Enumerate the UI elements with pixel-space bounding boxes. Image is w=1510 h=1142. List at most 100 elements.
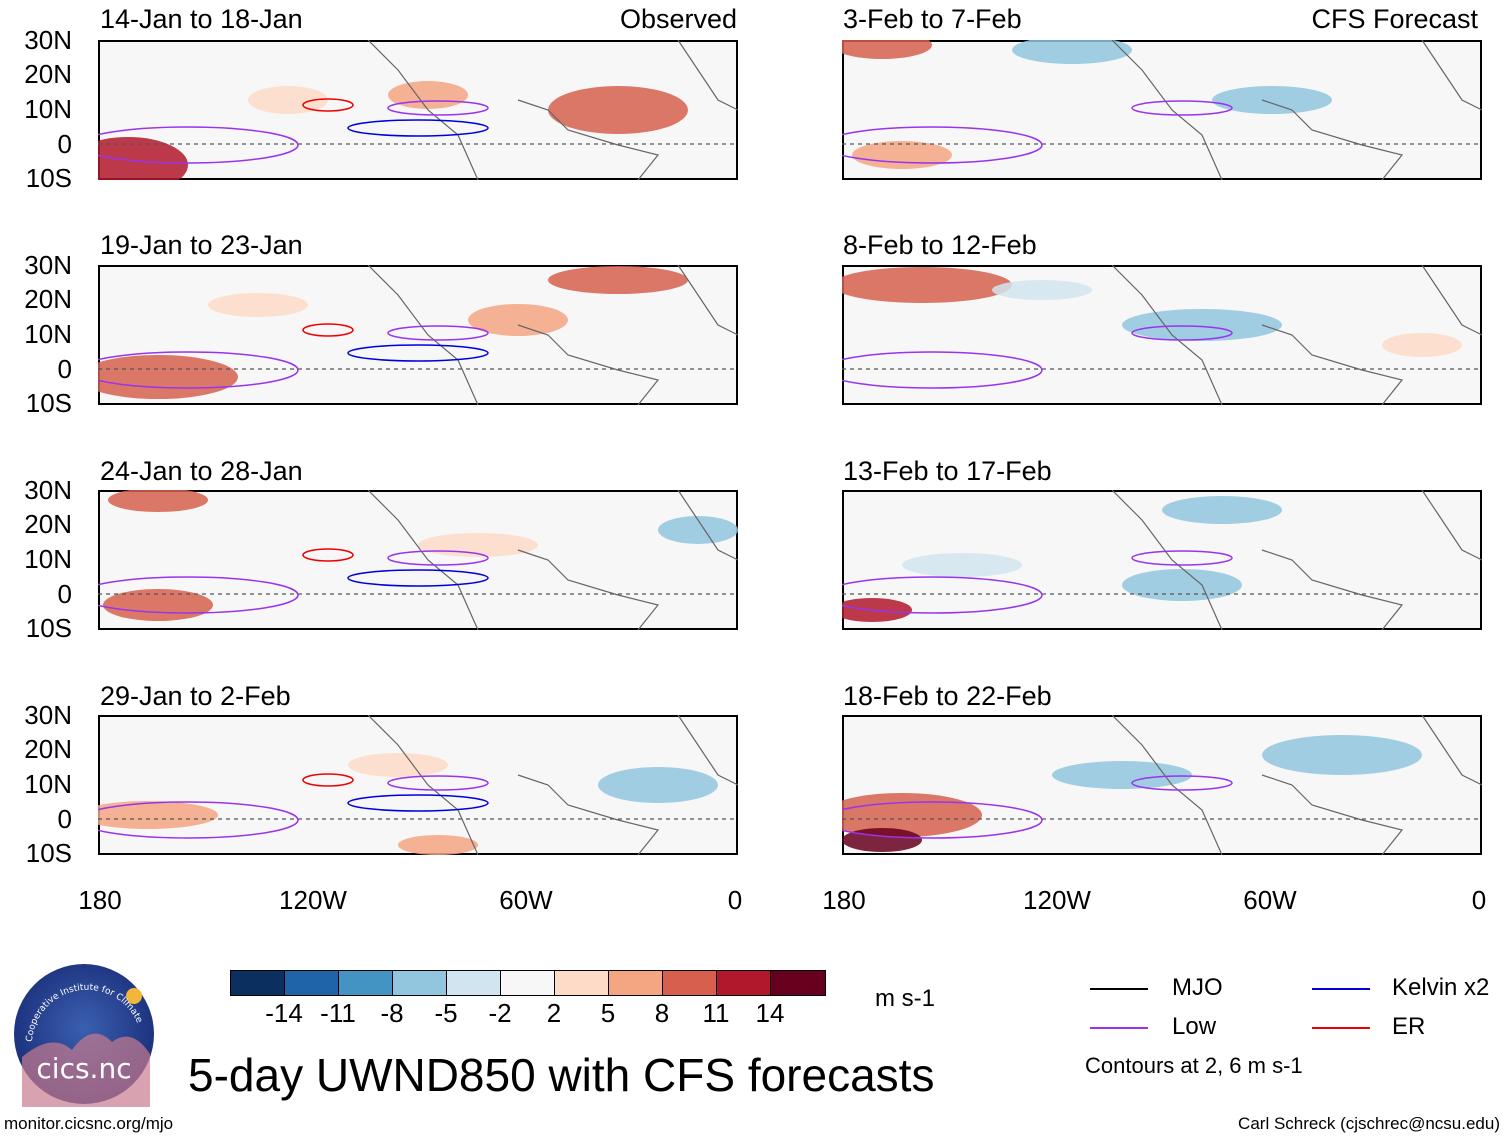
er-contour — [302, 323, 354, 337]
legend-low-label: Low — [1172, 1013, 1217, 1040]
low-contour — [842, 801, 1043, 839]
colorbar-swatch — [285, 971, 339, 995]
lat-label: 10S — [25, 388, 72, 418]
colorbar-tick: 8 — [654, 998, 670, 1028]
colorbar-swatch — [555, 971, 609, 995]
colorbar-swatch — [231, 971, 285, 995]
low-contour — [387, 325, 489, 341]
coastline — [1111, 265, 1482, 405]
colorbar — [230, 970, 826, 996]
anomaly-blob — [1122, 309, 1282, 341]
anomaly-blob — [98, 355, 238, 399]
coastline — [1111, 40, 1482, 180]
panel-title: 14-Jan to 18-Jan — [100, 4, 303, 34]
low-contour — [387, 775, 489, 791]
er-contour — [302, 98, 354, 112]
anomaly-blob — [902, 553, 1022, 577]
map-panel — [98, 40, 738, 180]
lat-label: 10N — [24, 319, 72, 349]
anomaly-blob — [208, 293, 308, 317]
low-contour — [387, 550, 489, 566]
contours-note: Contours at 2, 6 m s-1 — [1085, 1053, 1303, 1078]
panel-title: 18-Feb to 22-Feb — [843, 681, 1052, 711]
footer-url: monitor.cicsnc.org/mjo — [4, 1114, 174, 1133]
coastline — [367, 490, 738, 630]
lat-label: 0 — [57, 354, 72, 384]
anomaly-blob — [1162, 496, 1282, 524]
low-contour — [98, 351, 299, 389]
lon-label: 120W — [1023, 885, 1091, 915]
lon-label: 120W — [279, 885, 347, 915]
map-panel — [842, 715, 1482, 855]
low-contour — [842, 126, 1043, 164]
anomaly-blob — [842, 267, 1012, 303]
lat-label: 30N — [24, 475, 72, 505]
colorbar-tick: 5 — [600, 998, 616, 1028]
lat-label: 10S — [25, 613, 72, 643]
anomaly-blob — [852, 141, 952, 169]
lat-label: 20N — [24, 509, 72, 539]
lat-label: 20N — [24, 284, 72, 314]
legend-er-swatch — [1312, 1027, 1370, 1029]
low-contour — [1131, 100, 1233, 116]
lon-label: 60W — [499, 885, 553, 915]
anomaly-map — [98, 490, 738, 630]
lon-label: 180 — [822, 885, 866, 915]
map-panel — [842, 265, 1482, 405]
lat-label: 10N — [24, 94, 72, 124]
anomaly-blob — [842, 40, 932, 59]
lat-label: 0 — [57, 804, 72, 834]
map-panel — [842, 490, 1482, 630]
lat-label: 10S — [25, 163, 72, 193]
colorbar-swatch — [717, 971, 771, 995]
colorbar-tick: 2 — [546, 998, 562, 1028]
panel-title: 29-Jan to 2-Feb — [100, 681, 291, 711]
anomaly-blob — [1012, 40, 1132, 64]
coastline — [367, 265, 738, 405]
observed-header: Observed — [619, 4, 737, 34]
anomaly-blob — [248, 86, 328, 114]
anomaly-blob — [598, 767, 718, 803]
colorbar-swatch — [609, 971, 663, 995]
colorbar-swatch — [447, 971, 501, 995]
er-contour — [302, 548, 354, 562]
colorbar-tick: -8 — [380, 998, 404, 1028]
kelvin-contour — [347, 344, 489, 362]
lat-label: 20N — [24, 734, 72, 764]
anomaly-map — [842, 265, 1482, 405]
lat-label: 10S — [25, 838, 72, 868]
lon-label: 0 — [727, 885, 743, 915]
anomaly-blob — [1122, 569, 1242, 601]
legend-low-swatch — [1090, 1027, 1148, 1029]
low-contour — [1131, 775, 1233, 791]
anomaly-blob — [548, 266, 688, 294]
low-contour — [98, 126, 299, 164]
anomaly-blob — [1382, 333, 1462, 357]
map-panel — [842, 40, 1482, 180]
anomaly-blob — [98, 137, 188, 180]
anomaly-blob — [1262, 735, 1422, 775]
lat-label: 0 — [57, 129, 72, 159]
lat-label: 10N — [24, 769, 72, 799]
map-panel — [98, 265, 738, 405]
anomaly-blob — [1212, 86, 1332, 114]
low-contour — [1131, 550, 1233, 566]
anomaly-map — [842, 40, 1482, 180]
panel-title: 8-Feb to 12-Feb — [843, 230, 1037, 260]
lon-label: 0 — [1471, 885, 1487, 915]
anomaly-blob — [388, 81, 468, 109]
anomaly-map — [842, 490, 1482, 630]
map-panel — [98, 715, 738, 855]
low-contour — [98, 801, 299, 839]
colorbar-swatch — [663, 971, 717, 995]
colorbar-tick: -2 — [488, 998, 512, 1028]
colorbar-tick: 11 — [702, 998, 730, 1028]
legend-kelvin-swatch — [1312, 988, 1370, 990]
lon-label: 60W — [1243, 885, 1297, 915]
footer-credit: Carl Schreck (cjschrec@ncsu.edu) — [1238, 1114, 1500, 1133]
low-contour — [1131, 325, 1233, 341]
anomaly-blob — [398, 835, 478, 855]
anomaly-blob — [1052, 761, 1192, 789]
lat-label: 30N — [24, 250, 72, 280]
coastline — [1111, 490, 1482, 630]
